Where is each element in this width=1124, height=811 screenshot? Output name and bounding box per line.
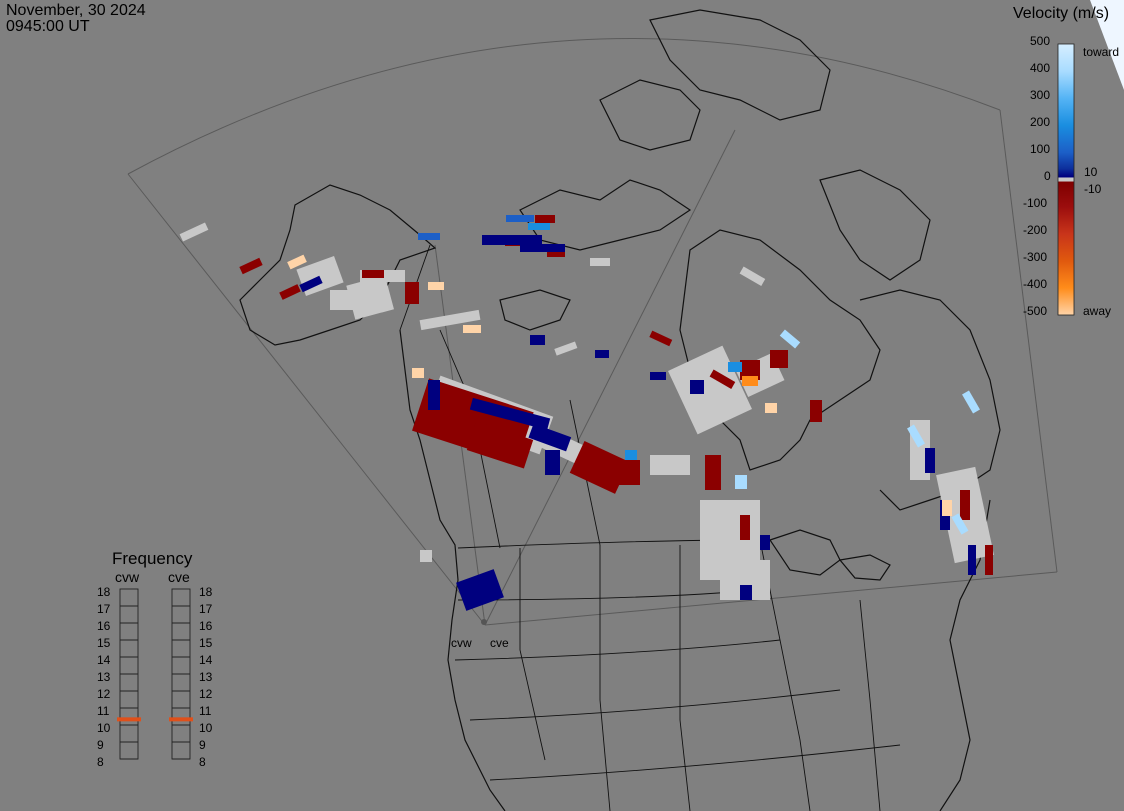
cve-site-label: cve: [490, 636, 509, 650]
cvw-frequency-marker: [117, 717, 141, 722]
frequency-level-label: 14: [199, 653, 213, 667]
frequency-level-label: 11: [199, 704, 212, 718]
corner-triangle: [1090, 0, 1124, 90]
velocity-tick-label: -500: [1023, 304, 1048, 318]
velocity-tick-label: 200: [1030, 115, 1051, 129]
cve-column-label: cve: [168, 569, 190, 585]
frequency-level-label: 18: [199, 585, 213, 599]
frequency-level-label: 13: [199, 670, 213, 684]
cvw-column-label: cvw: [115, 569, 140, 585]
fov-outline: [127, 37, 1058, 626]
frequency-level-label: 10: [97, 721, 111, 735]
small-negative-label: -10: [1084, 182, 1102, 196]
frequency-level-label: 12: [97, 687, 111, 701]
coastlines: [239, 9, 1001, 811]
frequency-level-label: 9: [199, 738, 206, 752]
velocity-scale-title: Velocity (m/s): [1013, 5, 1110, 22]
velocity-tick-label: 500: [1030, 34, 1051, 48]
frequency-level-label: 16: [199, 619, 213, 633]
toward-label: toward: [1083, 45, 1120, 59]
frequency-level-label: 18: [97, 585, 111, 599]
frequency-level-label: 12: [199, 687, 213, 701]
frequency-level-label: 13: [97, 670, 111, 684]
velocity-tick-label: -300: [1023, 250, 1048, 264]
frequency-level-label: 10: [199, 721, 213, 735]
radar-site-marker: [481, 619, 487, 625]
frequency-level-label: 15: [97, 636, 111, 650]
frequency-level-label: 14: [97, 653, 111, 667]
frequency-level-label: 8: [97, 755, 104, 769]
frequency-level-label: 8: [199, 755, 206, 769]
fast-away-cells: [287, 254, 952, 516]
frequency-level-label: 17: [199, 602, 213, 616]
cvw-site-label: cvw: [451, 636, 472, 650]
velocity-tick-label: 400: [1030, 61, 1051, 75]
frequency-level-label: 15: [199, 636, 213, 650]
frequency-title: Frequency: [112, 549, 193, 568]
frequency-ticks: [120, 605, 190, 760]
velocity-tick-label: 0: [1044, 169, 1051, 183]
frequency-level-label: 11: [97, 704, 110, 718]
velocity-tick-label: -100: [1023, 196, 1048, 210]
frequency-level-label: 16: [97, 619, 111, 633]
velocity-tick-label: -400: [1023, 277, 1048, 291]
small-positive-label: 10: [1084, 165, 1098, 179]
velocity-tick-label: 100: [1030, 142, 1051, 156]
away-velocity-cells: [239, 215, 993, 575]
date-label: November, 30 2024: [6, 2, 146, 19]
away-label: away: [1083, 304, 1112, 318]
frequency-level-label: 9: [97, 738, 104, 752]
velocity-tick-label: -200: [1023, 223, 1048, 237]
time-label: 0945:00 UT: [6, 18, 90, 35]
velocity-colorbar: [1057, 43, 1075, 316]
toward-velocity-cells: [299, 235, 976, 611]
cve-frequency-marker: [169, 717, 193, 722]
frequency-level-label: 17: [97, 602, 111, 616]
velocity-tick-label: 300: [1030, 88, 1051, 102]
fast-toward-cells: [418, 215, 980, 535]
